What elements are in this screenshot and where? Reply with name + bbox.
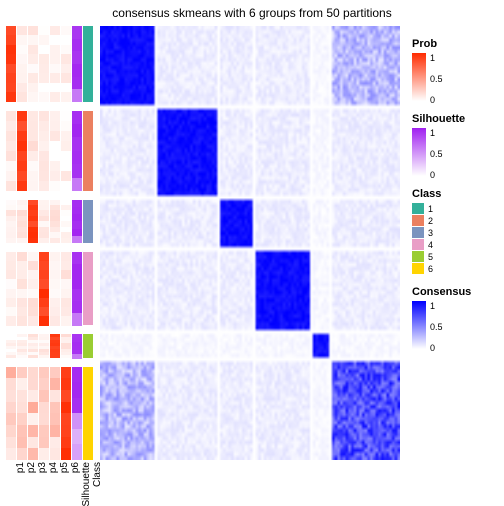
plot-area [6,26,400,460]
swatch-label: 5 [428,252,433,262]
legend-silhouette: Silhouette10.50 [412,113,498,176]
swatch-label: 1 [428,204,433,214]
legend-tick: 0.5 [430,322,443,332]
legend-tick: 1 [430,301,435,311]
annot-col-p3 [28,26,38,460]
swatch-color [412,203,424,214]
legend-gradient [412,128,426,176]
column-labels: p1p2p3p4p5p6SilhouetteClass [6,462,94,502]
page-title: consensus skmeans with 6 groups from 50 … [0,6,504,20]
heatmap-canvas [100,26,400,460]
swatch-label: 2 [428,216,433,226]
legend-swatch: 2 [412,215,498,226]
legend-tick: 0.5 [430,149,443,159]
legend-swatch: 3 [412,227,498,238]
legend-prob: Prob10.50 [412,38,498,101]
legend-title: Consensus [412,286,498,298]
legends: Prob 1 0.5 0 Silhouette 1 0.5 0 Class 1 2 3 4 5 6 Conse… [412,38,498,361]
consensus-heatmap [100,26,400,460]
annot-col-p4 [39,26,49,460]
legend-tick: 0 [430,170,435,180]
annot-col-p2 [17,26,27,460]
swatch-color [412,227,424,238]
annot-col-p6 [61,26,71,460]
swatch-color [412,263,424,274]
legend-swatch: 5 [412,251,498,262]
legend-tick: 0 [430,343,435,353]
legend-tick: 0 [430,95,435,105]
swatch-color [412,215,424,226]
annot-col-Class [83,26,93,460]
swatch-color [412,239,424,250]
legend-swatch: 4 [412,239,498,250]
legend-title: Prob [412,38,498,50]
annot-col-Silhouette [72,26,82,460]
legend-tick: 1 [430,128,435,138]
legend-gradient [412,301,426,349]
swatch-label: 6 [428,264,433,274]
swatch-label: 3 [428,228,433,238]
swatch-color [412,251,424,262]
annotation-tracks [6,26,94,460]
legend-gradient [412,53,426,101]
legend-tick: 1 [430,53,435,63]
legend-swatch: 1 [412,203,498,214]
swatch-label: 4 [428,240,433,250]
legend-title: Silhouette [412,113,498,125]
legend-tick: 0.5 [430,74,443,84]
legend-title: Class [412,188,498,200]
label-Class: Class [92,462,132,487]
annot-col-p1 [6,26,16,460]
legend-swatch: 6 [412,263,498,274]
annot-col-p5 [50,26,60,460]
legend-class: Class 1 2 3 4 5 6 [412,188,498,274]
legend-consensus: Consensus10.50 [412,286,498,349]
